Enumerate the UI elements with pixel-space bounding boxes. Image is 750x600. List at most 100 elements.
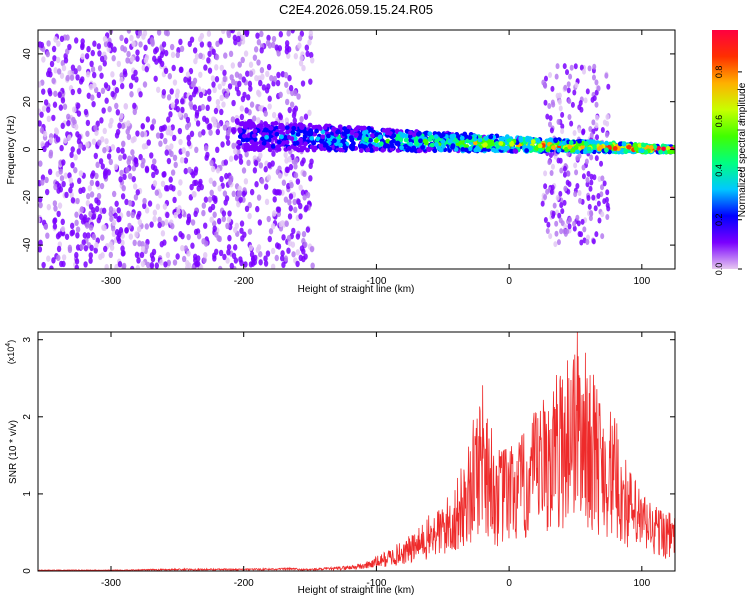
heatmap-cell: [567, 223, 572, 230]
heatmap-cell: [543, 217, 548, 224]
heatmap-cell: [123, 103, 129, 110]
heatmap-cell: [291, 112, 297, 119]
heatmap-cell: [286, 234, 292, 242]
heatmap-cell: [38, 239, 43, 247]
heatmap-cell: [170, 102, 175, 109]
heatmap-cell: [272, 75, 277, 83]
heatmap-cell: [237, 128, 243, 134]
heatmap-cell: [137, 30, 143, 37]
heatmap-cell: [264, 198, 270, 206]
heatmap-cell: [129, 91, 134, 98]
heatmap-cell: [75, 226, 81, 233]
heatmap-cell: [494, 141, 500, 146]
heatmap-cell: [220, 141, 225, 148]
heatmap-cell: [190, 219, 196, 226]
heatmap-cell: [275, 79, 281, 87]
heatmap-cell: [38, 120, 42, 127]
heatmap-cell: [180, 106, 185, 114]
heatmap-cell: [467, 135, 473, 141]
heatmap-cell: [265, 70, 270, 78]
x-tick-label: -100: [366, 276, 386, 287]
heatmap-cell: [270, 143, 276, 149]
heatmap-cell: [61, 260, 66, 268]
heatmap-cell: [308, 78, 313, 85]
heatmap-cell: [153, 75, 158, 82]
snr-ylabel: SNR (10 * v/v): [8, 420, 19, 484]
heatmap-cell: [341, 131, 347, 137]
heatmap-cell: [534, 145, 539, 151]
heatmap-cell: [43, 223, 49, 230]
heatmap-cell: [592, 174, 597, 181]
heatmap-cell: [297, 34, 303, 42]
heatmap-cell: [525, 137, 530, 143]
heatmap-cell: [158, 140, 163, 147]
colorbar-tick-label: 0.4: [714, 164, 724, 177]
heatmap-cell: [408, 130, 413, 136]
heatmap-cell: [186, 140, 192, 147]
snr-frame: [37, 331, 676, 572]
heatmap-cell: [168, 130, 174, 137]
heatmap-cell: [113, 163, 119, 171]
heatmap-cell: [276, 146, 282, 152]
heatmap-cell: [633, 146, 639, 152]
heatmap-cell: [191, 264, 196, 269]
heatmap-cell: [249, 188, 255, 196]
heatmap-cell: [589, 179, 594, 186]
heatmap-cell: [40, 179, 45, 186]
heatmap-cell: [300, 80, 306, 87]
heatmap-cell: [60, 122, 65, 130]
heatmap-cell: [556, 239, 561, 246]
heatmap-cell: [135, 265, 140, 269]
heatmap-cell: [562, 228, 567, 235]
heatmap-cell: [107, 41, 112, 48]
heatmap-cell: [277, 124, 283, 130]
heatmap-cell: [225, 129, 231, 137]
heatmap-cell: [86, 92, 91, 99]
heatmap-cell: [255, 246, 260, 254]
heatmap-cell: [150, 40, 155, 47]
heatmap-cell: [149, 221, 154, 228]
heatmap-cell: [246, 159, 251, 167]
heatmap-cell: [378, 141, 384, 147]
heatmap-cell: [217, 83, 222, 90]
heatmap-cell: [252, 258, 258, 266]
heatmap-cell: [572, 130, 577, 137]
heatmap-cell: [88, 252, 93, 259]
heatmap-cell: [106, 153, 112, 160]
heatmap-cell: [310, 57, 315, 64]
heatmap-cell: [97, 213, 103, 221]
heatmap-cell: [188, 67, 194, 75]
heatmap-cell: [226, 30, 231, 36]
heatmap-cell: [152, 209, 158, 216]
heatmap-cell: [594, 89, 599, 96]
heatmap-cell: [111, 219, 117, 227]
heatmap-cell: [45, 232, 50, 239]
heatmap-cell: [591, 194, 596, 201]
heatmap-cell: [596, 200, 601, 207]
colorbar-gradient: [712, 30, 738, 269]
heatmap-cell: [546, 221, 551, 228]
snr-x-ticks: -300 -200 -100 0 100: [101, 332, 651, 589]
colorbar-ticks: 0.0 0.2 0.4 0.6 0.8: [714, 66, 742, 275]
heatmap-cell: [552, 202, 557, 209]
heatmap-cell: [554, 230, 559, 237]
heatmap-cell: [120, 122, 126, 130]
x-tick-label: -200: [234, 578, 254, 589]
heatmap-cell: [555, 92, 560, 99]
heatmap-cell: [211, 194, 216, 202]
heatmap-cell: [172, 154, 178, 162]
heatmap-cell: [180, 244, 185, 252]
heatmap-cell: [99, 72, 104, 79]
heatmap-cell: [252, 54, 258, 61]
heatmap-cell: [144, 165, 150, 173]
heatmap-cell: [251, 133, 257, 139]
heatmap-cell: [64, 233, 70, 240]
heatmap-cell: [561, 140, 567, 146]
heatmap-cell: [241, 133, 247, 139]
heatmap-cell: [438, 147, 444, 153]
heatmap-cell: [570, 147, 576, 153]
heatmap-cell: [381, 127, 387, 133]
heatmap-cell: [207, 123, 213, 130]
heatmap-cell: [122, 46, 128, 53]
heatmap-cell: [48, 90, 53, 97]
